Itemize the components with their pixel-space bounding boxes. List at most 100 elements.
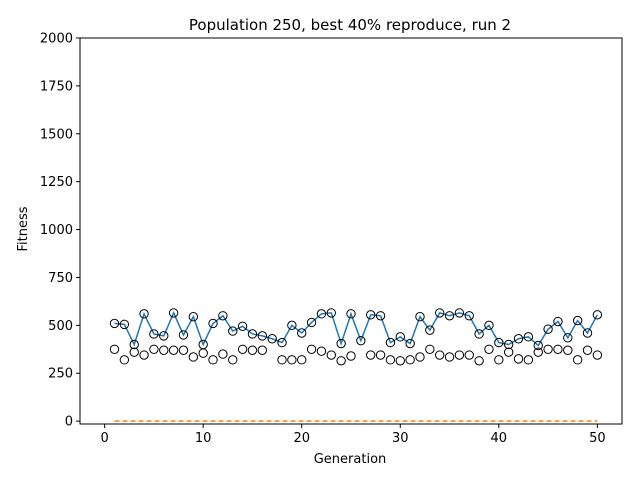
data-point-lower <box>119 355 130 365</box>
data-point-lower <box>336 356 346 366</box>
data-point-lower <box>494 355 504 365</box>
data-point-lower <box>168 345 179 355</box>
data-point-lower <box>434 350 445 360</box>
data-point-best <box>434 308 445 318</box>
data-point-lower <box>188 352 199 362</box>
y-tick-label: 1000 <box>40 223 73 238</box>
y-tick-label: 1250 <box>40 175 73 190</box>
chart-title: Population 250, best 40% reproduce, run … <box>189 16 511 34</box>
data-point-best <box>543 324 553 334</box>
data-point-lower <box>218 349 228 359</box>
x-tick-label: 30 <box>392 431 409 446</box>
data-point-best <box>316 309 327 319</box>
data-point-best <box>494 337 504 348</box>
data-point-lower <box>375 350 386 360</box>
data-point-best <box>464 311 474 321</box>
data-point-lower <box>395 356 405 366</box>
data-point-best <box>395 332 405 342</box>
y-tick-label: 500 <box>48 319 73 334</box>
data-point-best <box>326 308 336 318</box>
data-point-best <box>444 311 455 321</box>
data-point-lower <box>237 344 248 354</box>
data-point-best <box>178 330 189 340</box>
data-point-best <box>592 310 603 320</box>
data-point-lower <box>484 344 494 354</box>
x-tick-label: 20 <box>293 431 310 446</box>
data-point-best <box>218 311 228 321</box>
data-point-best <box>237 321 248 332</box>
axes-frame <box>79 37 623 425</box>
data-point-lower <box>425 344 435 354</box>
data-point-lower <box>582 345 593 355</box>
data-point-best <box>366 310 376 320</box>
data-point-best <box>563 333 573 343</box>
data-point-best <box>287 320 297 331</box>
data-point-lower <box>415 352 425 362</box>
data-point-lower <box>346 351 356 361</box>
data-point-best <box>139 309 149 319</box>
plot-area: 0 10 20 30 40 5002505007501000125015001750200… <box>40 32 623 446</box>
y-tick-label: 1500 <box>40 127 73 142</box>
data-point-best <box>346 309 356 319</box>
data-point-best <box>356 335 366 346</box>
data-point-best <box>168 308 179 318</box>
data-point-best <box>228 326 238 336</box>
data-point-best <box>306 317 317 328</box>
data-point-best <box>119 319 130 330</box>
y-tick-label: 2000 <box>40 32 73 47</box>
x-tick-label: 50 <box>589 431 606 446</box>
y-axis-title: Fitness <box>16 206 31 251</box>
x-tick-label: 10 <box>195 431 212 446</box>
data-point-lower <box>513 354 524 364</box>
data-point-best <box>267 334 277 344</box>
data-point-lower <box>277 355 287 365</box>
data-point-best <box>129 339 139 350</box>
data-point-best <box>553 316 563 327</box>
x-tick-label: 0 <box>100 431 108 446</box>
data-point-best <box>257 331 268 341</box>
y-tick-label: 0 <box>65 415 73 430</box>
data-point-lower <box>178 345 189 355</box>
data-point-lower <box>297 355 307 365</box>
y-tick-label: 1750 <box>40 79 73 94</box>
data-point-lower <box>572 355 583 365</box>
data-point-lower <box>444 352 455 362</box>
data-point-best <box>582 328 593 338</box>
data-point-lower <box>316 346 327 356</box>
data-point-lower <box>523 355 534 365</box>
data-point-lower <box>208 355 218 365</box>
data-point-best <box>375 311 386 321</box>
data-point-lower <box>592 350 603 360</box>
x-axis-title: Generation <box>314 452 387 467</box>
data-point-best <box>159 331 169 341</box>
data-point-best <box>454 308 465 318</box>
data-point-best <box>149 329 159 339</box>
data-point-best <box>297 328 307 338</box>
data-point-lower <box>533 347 543 357</box>
data-point-lower <box>109 344 120 354</box>
data-point-best <box>484 320 494 331</box>
data-point-best <box>503 339 514 350</box>
data-point-lower <box>464 350 474 360</box>
data-point-best <box>533 340 543 351</box>
data-point-lower <box>405 355 415 365</box>
data-point-lower <box>563 345 573 355</box>
data-point-lower <box>149 344 159 354</box>
data-point-lower <box>129 347 139 357</box>
data-point-lower <box>385 355 396 365</box>
data-point-lower <box>139 350 149 360</box>
data-point-best <box>277 337 287 348</box>
data-point-lower <box>287 355 297 365</box>
data-point-best <box>523 332 534 342</box>
data-point-best <box>572 315 583 326</box>
data-point-lower <box>503 347 514 357</box>
data-point-lower <box>454 350 465 360</box>
data-point-lower <box>474 356 484 366</box>
y-tick-label: 250 <box>48 367 73 382</box>
data-point-lower <box>228 355 238 365</box>
data-point-best <box>415 312 425 322</box>
data-point-lower <box>543 344 553 354</box>
data-point-lower <box>326 350 336 360</box>
